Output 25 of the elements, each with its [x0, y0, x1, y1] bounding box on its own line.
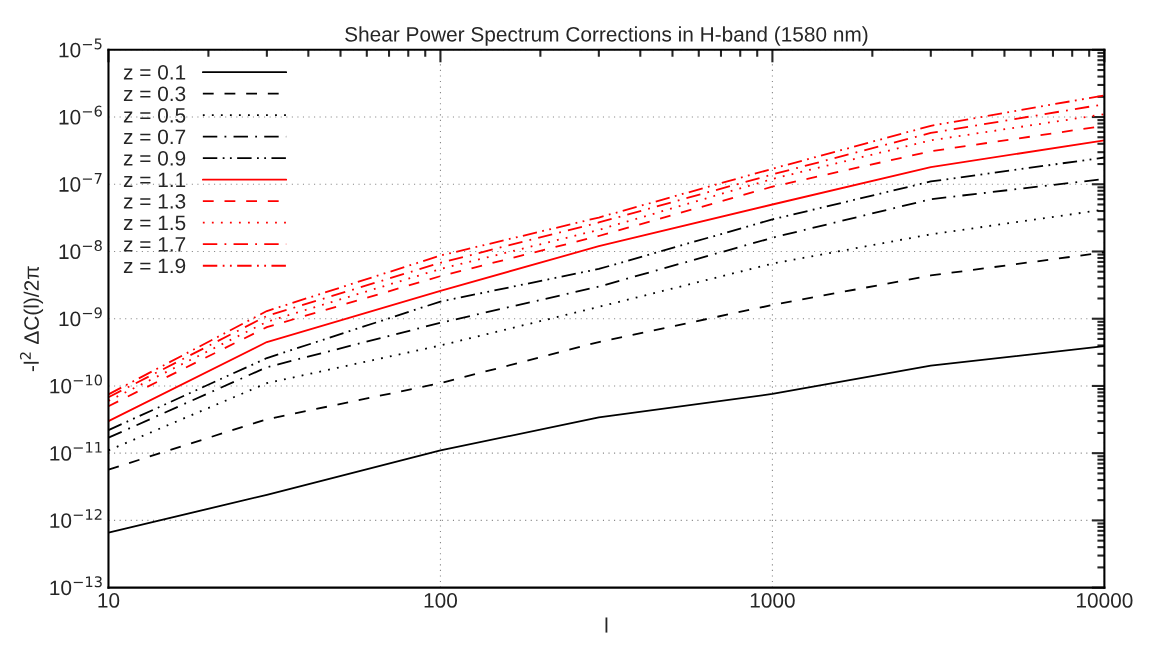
y-tick-label: 10$^{−7}$ — [59, 173, 102, 192]
legend-label: z = 1.1 — [123, 172, 186, 187]
y-tick-label: 10$^{−10}$ — [50, 374, 102, 394]
x-tick-label: 10 — [98, 593, 120, 608]
legend-label: z = 1.5 — [123, 215, 186, 231]
x-tick-label: 100 — [424, 593, 458, 608]
y-tick-label: 10$^{−12}$ — [50, 509, 102, 528]
chart-title: Shear Power Spectrum Corrections in H-band (1580 nm) — [345, 26, 868, 46]
y-tick-label: 10$^{−6}$ — [59, 105, 102, 125]
legend-label: z = 1.9 — [123, 258, 186, 274]
y-tick-label: 10$^{−8}$ — [59, 240, 102, 260]
legend-label: z = 0.3 — [123, 86, 186, 102]
legend-label: z = 0.7 — [123, 129, 186, 145]
y-tick-label: 10$^{−5}$ — [59, 38, 102, 58]
legend-label: z = 0.1 — [123, 64, 186, 80]
legend-label: z = 0.9 — [123, 150, 186, 166]
legend-label: z = 0.5 — [123, 107, 186, 123]
x-axis-title: l — [605, 617, 608, 633]
legend-label: z = 1.3 — [123, 193, 186, 209]
x-tick-label: 10000 — [1077, 593, 1133, 608]
x-tick-label: 1000 — [750, 593, 795, 608]
legend-label: z = 1.7 — [123, 237, 186, 252]
y-axis-title: -l$^{2}$ ΔC(l)/2π — [19, 266, 44, 372]
y-tick-label: 10$^{−9}$ — [59, 307, 102, 327]
y-tick-label: 10$^{−11}$ — [50, 441, 102, 461]
